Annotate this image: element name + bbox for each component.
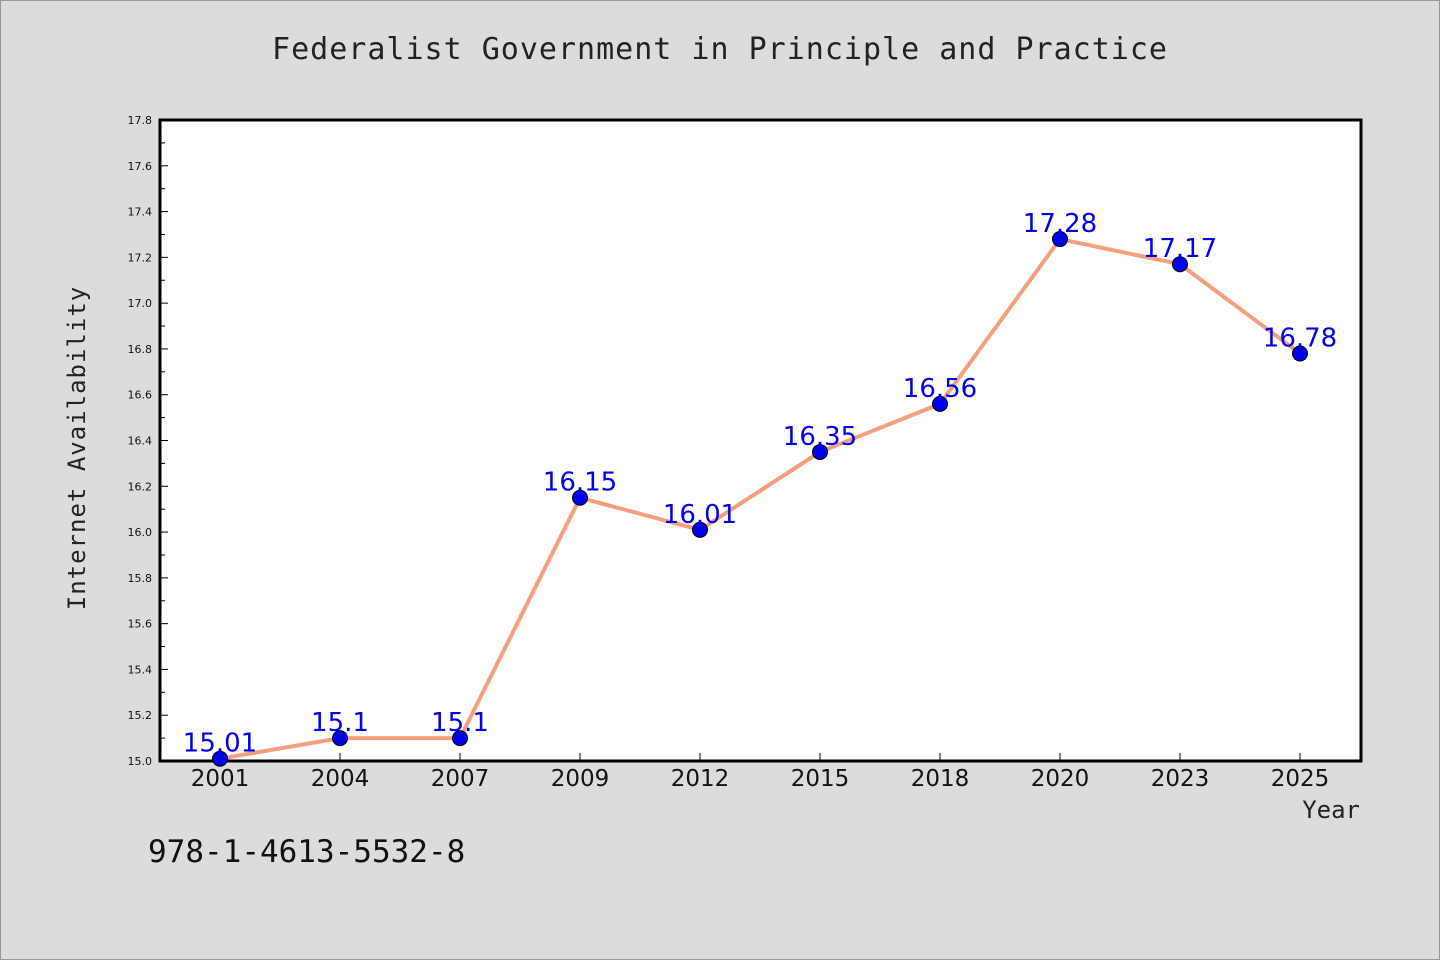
data-point: [812, 443, 828, 460]
y-tick-label: 16.2: [128, 480, 153, 493]
data-label: 16.15: [543, 468, 617, 498]
y-tick-label: 16.4: [128, 435, 153, 448]
data-point: [1052, 231, 1068, 248]
series-line: [219, 237, 1302, 761]
y-tick-label: 15.2: [128, 709, 153, 722]
y-tick-label: 17.6: [128, 160, 153, 173]
data-point: [1172, 256, 1188, 273]
data-label: 15.1: [431, 708, 489, 738]
y-tick-label: 15.4: [128, 663, 153, 676]
x-tick-label: 2018: [911, 766, 970, 792]
data-label: 15.01: [183, 729, 257, 759]
x-tick-label: 2015: [791, 766, 850, 792]
x-tick-label: 2007: [431, 766, 490, 792]
y-tick-label: 16.8: [128, 343, 153, 356]
data-label: 15.1: [311, 708, 369, 738]
data-point: [332, 730, 348, 747]
data-label: 16.35: [783, 422, 857, 452]
data-point: [1292, 345, 1308, 362]
y-tick-label: 17.2: [128, 251, 153, 264]
x-tick-label: 2020: [1031, 766, 1090, 792]
isbn-text: 978-1-4613-5532-8: [148, 834, 466, 870]
data-label: 16.78: [1263, 324, 1337, 354]
data-point: [572, 489, 588, 506]
data-label: 17.17: [1143, 234, 1217, 264]
data-point: [932, 395, 948, 412]
y-tick-label: 15.8: [128, 572, 153, 585]
y-tick-label: 15.6: [128, 618, 153, 631]
x-tick-label: 2023: [1151, 766, 1210, 792]
x-axis: 2001 2004 2007 2009 2012 2015 2018 2020 2023 2025: [191, 753, 1330, 792]
y-tick-label: 16.6: [128, 389, 153, 402]
y-axis: 15.0 15.2 15.4 15.6 15.8 16.0 16.2 16.4 16.6 16.8…: [128, 114, 168, 768]
data-labels: 15.01 15.1 15.1 16.15 16.01 16.35 16.56 17.28 17…: [183, 209, 1337, 759]
y-tick-label: 15.0: [128, 755, 153, 768]
y-axis-label: Internet Availability: [63, 285, 91, 611]
x-tick-label: 2004: [311, 766, 370, 792]
x-tick-label: 2001: [191, 766, 250, 792]
chart-title: Federalist Government in Principle and P…: [272, 32, 1168, 67]
data-point: [692, 521, 708, 538]
x-tick-label: 2009: [551, 766, 610, 792]
plot-area: [158, 118, 1363, 763]
y-tick-label: 17.8: [128, 114, 153, 127]
data-label: 16.01: [663, 500, 737, 530]
data-label: 17.28: [1023, 209, 1097, 239]
y-tick-label: 16.0: [128, 526, 153, 539]
y-tick-label: 17.0: [128, 297, 153, 310]
x-tick-label: 2012: [671, 766, 730, 792]
series-layer: [212, 231, 1308, 767]
data-point: [452, 730, 468, 747]
data-label: 16.56: [903, 374, 977, 404]
x-axis-label: Year: [1302, 796, 1360, 824]
x-tick-label: 2025: [1271, 766, 1330, 792]
y-tick-label: 17.4: [128, 206, 153, 219]
data-point: [212, 750, 228, 767]
